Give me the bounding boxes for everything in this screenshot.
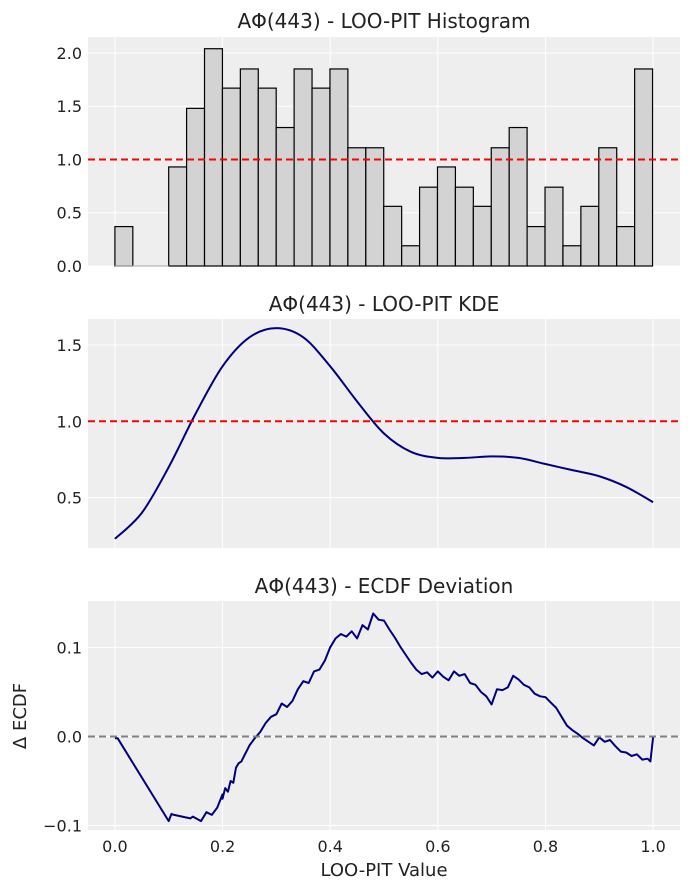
histogram-bar <box>580 205 600 267</box>
x-axis-label: LOO-PIT Value <box>320 860 447 881</box>
histogram-bar <box>365 147 385 267</box>
y-tick-label: −0.1 <box>43 817 82 836</box>
histogram-bar <box>436 166 457 267</box>
histogram-bar <box>293 68 313 267</box>
histogram-bar <box>472 205 492 267</box>
y-tick-label: 0.1 <box>57 638 82 657</box>
x-tick-label: 0.4 <box>317 837 342 856</box>
histogram-bar <box>347 147 367 267</box>
x-tick-label: 1.0 <box>640 837 665 856</box>
x-tick-label: 0.0 <box>102 837 127 856</box>
ecdf-deviation-line <box>114 612 655 823</box>
kde-line <box>114 327 654 540</box>
y-tick-label: 2.0 <box>57 44 82 63</box>
histogram-bar <box>185 107 206 267</box>
histogram-bar <box>311 87 331 267</box>
histogram-bar <box>168 166 188 267</box>
y-tick-label: 1.5 <box>57 336 82 355</box>
histogram-bar <box>203 48 224 267</box>
histogram-bar <box>634 68 654 267</box>
kde-panel: AΦ(443) - LOO-PIT KDE 0.5 1.0 1.5 <box>57 292 680 548</box>
histogram-bar <box>544 186 564 267</box>
plot-area <box>88 601 680 830</box>
y-tick-label: 0.0 <box>57 257 82 276</box>
y-tick-label: 0.0 <box>57 727 82 746</box>
y-tick-label: 1.0 <box>57 150 82 169</box>
histogram-bar <box>490 147 510 267</box>
y-tick-label: 1.0 <box>57 412 82 431</box>
y-tick-label: 0.5 <box>57 489 82 508</box>
y-axis-label: Δ ECDF <box>10 683 31 749</box>
histogram-bar <box>257 87 277 267</box>
histogram-bar <box>598 147 618 267</box>
histogram-panel: AΦ(443) - LOO-PIT Histogram 0.0 0.5 1.0 1.5… <box>57 9 680 276</box>
ecdf-title: AΦ(443) - ECDF Deviation <box>255 574 514 598</box>
histogram-bar <box>616 225 636 267</box>
histogram-bar <box>114 225 134 267</box>
histogram-bar <box>239 68 259 267</box>
histogram-bar <box>221 87 241 267</box>
y-tick-label: 0.5 <box>57 204 82 223</box>
x-tick-label: 0.6 <box>425 837 450 856</box>
histogram-bar <box>329 68 349 267</box>
ecdf-panel: AΦ(443) - ECDF Deviation LOO-PIT Value Δ… <box>10 574 680 881</box>
histogram-bar <box>418 186 439 267</box>
histogram-bar <box>562 245 582 267</box>
histogram-bar <box>454 186 474 267</box>
histogram-bar <box>383 205 403 267</box>
histogram-bar <box>508 126 528 267</box>
histogram-title: AΦ(443) - LOO-PIT Histogram <box>237 9 530 33</box>
histogram-bar <box>401 245 421 267</box>
histogram-bar <box>275 126 295 267</box>
histogram-bar <box>526 225 546 267</box>
x-tick-label: 0.2 <box>210 837 235 856</box>
y-tick-label: 1.5 <box>57 97 82 116</box>
x-tick-label: 0.8 <box>533 837 558 856</box>
kde-title: AΦ(443) - LOO-PIT KDE <box>269 292 500 316</box>
